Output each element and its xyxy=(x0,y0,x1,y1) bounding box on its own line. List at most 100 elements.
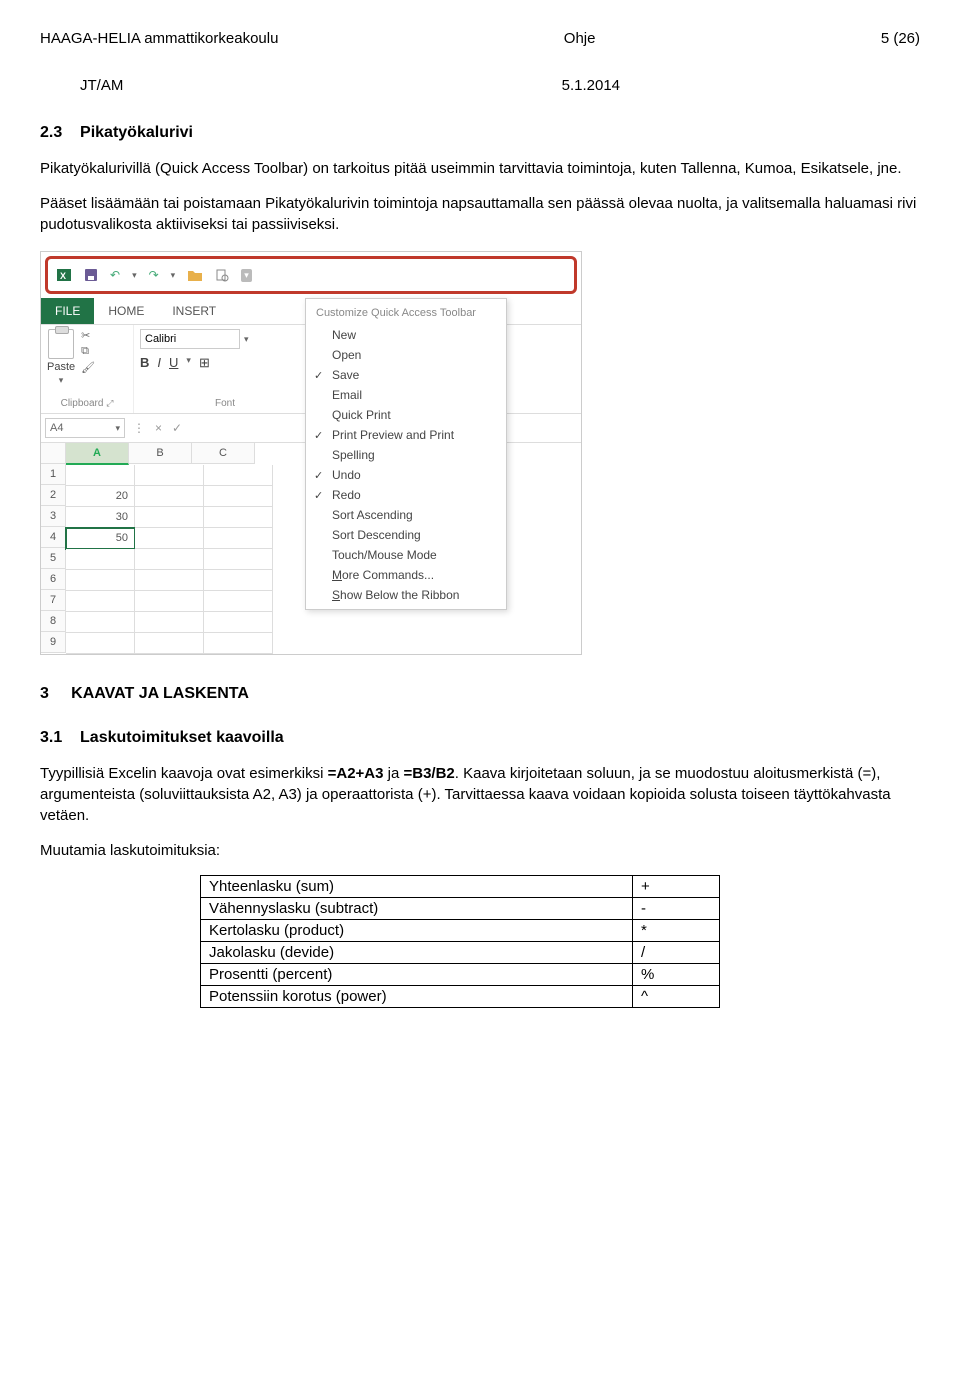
sec31-para2: Muutamia laskutoimituksia: xyxy=(40,840,920,861)
cell-selected[interactable]: 50 xyxy=(66,528,135,549)
cell[interactable] xyxy=(204,591,273,612)
border-button[interactable]: ⊞ xyxy=(199,355,210,371)
qat-menu-item[interactable]: Quick Print xyxy=(306,405,506,425)
section-3-1-num: 3.1 xyxy=(40,729,62,746)
qat-customize-dropdown-icon[interactable]: ▾ xyxy=(241,269,252,282)
page-header: HAAGA-HELIA ammattikorkeakoulu Ohje 5 (2… xyxy=(40,30,920,47)
cancel-formula-icon[interactable]: × xyxy=(155,421,162,435)
cell[interactable]: 30 xyxy=(66,507,135,528)
cell[interactable] xyxy=(204,486,273,507)
font-name-input[interactable] xyxy=(140,329,240,349)
excel-screenshot: X ↶ ▾ ↷ ▾ ▾ FILE HOME INSERT Paste ▾ xyxy=(40,251,582,655)
cell[interactable] xyxy=(135,486,204,507)
cell[interactable]: 20 xyxy=(66,486,135,507)
col-header[interactable]: C xyxy=(192,443,255,464)
cell[interactable] xyxy=(135,528,204,549)
row-header[interactable]: 8 xyxy=(41,611,66,632)
name-box[interactable]: A4▾ xyxy=(45,418,125,438)
format-painter-icon[interactable]: 🖌 xyxy=(81,361,95,374)
header-left: HAAGA-HELIA ammattikorkeakoulu xyxy=(40,30,278,47)
row-header[interactable]: 7 xyxy=(41,590,66,611)
cell[interactable] xyxy=(204,528,273,549)
copy-icon[interactable]: ⧉ xyxy=(81,345,95,358)
paste-label: Paste xyxy=(47,361,75,373)
qat-menu-item[interactable]: New xyxy=(306,325,506,345)
table-row: Kertolasku (product)* xyxy=(201,920,720,942)
underline-button[interactable]: U xyxy=(169,355,178,371)
section-3-1-heading: Laskutoimitukset kaavoilla xyxy=(80,729,284,746)
col-header[interactable]: A xyxy=(66,443,129,465)
cell[interactable] xyxy=(204,507,273,528)
qat-menu-item[interactable]: Sort Descending xyxy=(306,525,506,545)
cell[interactable] xyxy=(204,612,273,633)
redo-icon[interactable]: ↷ xyxy=(149,268,159,282)
qat-menu-item[interactable]: Redo xyxy=(306,485,506,505)
save-icon[interactable] xyxy=(84,268,98,282)
row-header[interactable]: 1 xyxy=(41,464,66,485)
cell[interactable] xyxy=(66,612,135,633)
quick-access-toolbar: X ↶ ▾ ↷ ▾ ▾ xyxy=(45,256,577,294)
table-row: Potenssiin korotus (power)^ xyxy=(201,986,720,1008)
qat-menu-item[interactable]: Open xyxy=(306,345,506,365)
cell[interactable] xyxy=(135,465,204,486)
svg-text:X: X xyxy=(60,271,66,281)
italic-button[interactable]: I xyxy=(157,355,161,371)
cell[interactable] xyxy=(66,570,135,591)
table-row: Prosentti (percent)% xyxy=(201,964,720,986)
qat-menu-title: Customize Quick Access Toolbar xyxy=(306,303,506,325)
col-header[interactable]: B xyxy=(129,443,192,464)
table-row: Yhteenlasku (sum)+ xyxy=(201,876,720,898)
cell[interactable] xyxy=(135,633,204,654)
row-header[interactable]: 3 xyxy=(41,506,66,527)
operations-table: Yhteenlasku (sum)+Vähennyslasku (subtrac… xyxy=(200,875,720,1008)
open-folder-icon[interactable] xyxy=(187,268,203,282)
cell[interactable] xyxy=(204,549,273,570)
cell[interactable] xyxy=(66,549,135,570)
header-right: 5 (26) xyxy=(881,30,920,47)
excel-icon[interactable]: X xyxy=(56,267,72,283)
section-3-title: 3 KAAVAT JA LASKENTA xyxy=(40,685,920,703)
accept-formula-icon[interactable]: ✓ xyxy=(172,421,182,435)
qat-menu-item[interactable]: Sort Ascending xyxy=(306,505,506,525)
cell[interactable] xyxy=(135,549,204,570)
qat-menu-show-below[interactable]: Show Below the Ribbon xyxy=(306,585,506,605)
redo-dropdown-icon[interactable]: ▾ xyxy=(171,270,176,281)
subheader-date: 5.1.2014 xyxy=(562,77,620,94)
qat-menu-item[interactable]: Undo xyxy=(306,465,506,485)
bold-button[interactable]: B xyxy=(140,355,149,371)
print-preview-icon[interactable] xyxy=(215,268,229,282)
qat-menu-item[interactable]: Spelling xyxy=(306,445,506,465)
qat-menu-item[interactable]: Save xyxy=(306,365,506,385)
cell[interactable] xyxy=(204,570,273,591)
qat-menu-item[interactable]: Touch/Mouse Mode xyxy=(306,545,506,565)
cell[interactable] xyxy=(66,633,135,654)
cell[interactable] xyxy=(135,612,204,633)
qat-menu-item[interactable]: Email xyxy=(306,385,506,405)
paste-button[interactable]: Paste ▾ xyxy=(47,329,75,386)
row-header[interactable]: 9 xyxy=(41,632,66,653)
row-header[interactable]: 4 xyxy=(41,527,66,548)
cell[interactable] xyxy=(204,633,273,654)
tab-file[interactable]: FILE xyxy=(41,298,94,324)
sec23-para2: Pääset lisäämään tai poistamaan Pikatyök… xyxy=(40,193,920,235)
qat-menu-more-commands[interactable]: More Commands... xyxy=(306,565,506,585)
tab-home[interactable]: HOME xyxy=(94,298,158,324)
cell[interactable] xyxy=(135,507,204,528)
section-3-1-title: 3.1 Laskutoimitukset kaavoilla xyxy=(40,729,920,747)
undo-icon[interactable]: ↶ xyxy=(110,268,120,282)
cut-icon[interactable]: ✂ xyxy=(81,329,95,342)
row-header[interactable]: 2 xyxy=(41,485,66,506)
cell[interactable] xyxy=(135,591,204,612)
font-dropdown-icon[interactable]: ▾ xyxy=(244,334,249,345)
cell[interactable] xyxy=(66,465,135,486)
select-all-corner[interactable] xyxy=(41,443,66,464)
paste-dropdown-icon[interactable]: ▾ xyxy=(59,375,64,386)
cell[interactable] xyxy=(135,570,204,591)
undo-dropdown-icon[interactable]: ▾ xyxy=(132,270,137,281)
row-header[interactable]: 5 xyxy=(41,548,66,569)
qat-menu-item[interactable]: Print Preview and Print xyxy=(306,425,506,445)
tab-insert[interactable]: INSERT xyxy=(158,298,230,324)
row-header[interactable]: 6 xyxy=(41,569,66,590)
cell[interactable] xyxy=(204,465,273,486)
cell[interactable] xyxy=(66,591,135,612)
